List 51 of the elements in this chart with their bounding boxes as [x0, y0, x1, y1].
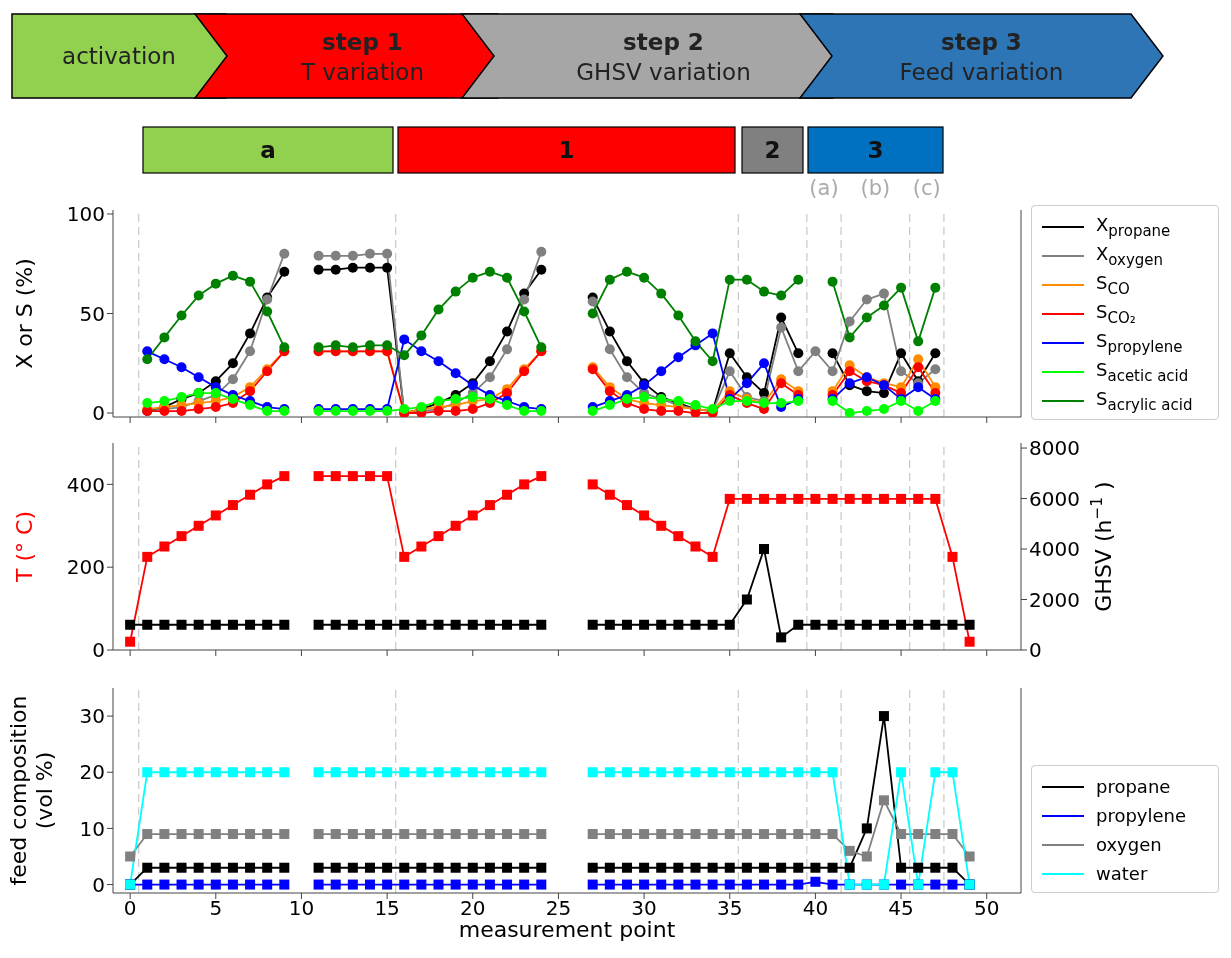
- text: a: [260, 137, 276, 163]
- text: 1: [558, 137, 575, 163]
- y-tick-label: 0: [92, 872, 105, 897]
- legend-label: X$_{oxygen}$: [1096, 242, 1164, 269]
- text: 3: [867, 137, 884, 163]
- y-axis-title: feed composition (vol %): [6, 695, 57, 886]
- legend-label: oxygen: [1096, 834, 1162, 855]
- y-tick-label: 0: [92, 401, 105, 426]
- text: (c): [911, 176, 942, 200]
- y2-tick-label: 2000: [1029, 587, 1080, 612]
- x-tick-label: 45: [888, 896, 914, 921]
- y-tick-label: 20: [79, 760, 105, 785]
- text: T variation: [299, 59, 425, 85]
- x-tick-label: 10: [288, 896, 315, 921]
- legend-label: X$_{propane}$: [1096, 213, 1171, 240]
- y2-tick-label: 6000: [1029, 486, 1080, 511]
- y-tick-label: 100: [66, 202, 105, 227]
- text: (b): [859, 176, 892, 200]
- y-axis-title: T (° C): [12, 511, 37, 583]
- legend-label: S$_{acetic acid}$: [1096, 358, 1189, 385]
- y2-tick-label: 0: [1029, 638, 1042, 663]
- legend-label: S$_{CO}$: [1096, 271, 1130, 298]
- y2-tick-label: 4000: [1029, 537, 1080, 562]
- x-tick-label: 35: [717, 896, 743, 921]
- text: step 1: [322, 29, 403, 55]
- text: step 3: [941, 29, 1022, 55]
- x-tick-label: 15: [374, 896, 400, 921]
- text: step 2: [623, 29, 704, 55]
- x-tick-label: 50: [974, 896, 1000, 921]
- y-tick-label: 50: [79, 301, 105, 326]
- x-tick-label: 5: [209, 896, 223, 921]
- y-tick-label: 10: [79, 816, 105, 841]
- y-tick-label: 200: [66, 555, 105, 580]
- text: GHSV variation: [576, 59, 751, 85]
- text: (a): [808, 176, 840, 200]
- legend-label: S$_{propylene}$: [1096, 329, 1183, 356]
- x-tick-label: 0: [123, 896, 137, 921]
- y-tick-label: 0: [92, 638, 105, 663]
- y-tick-label: 30: [79, 704, 105, 729]
- x-tick-label: 40: [802, 896, 829, 921]
- text: Feed variation: [899, 59, 1064, 85]
- legend-label: propane: [1096, 776, 1171, 797]
- legend-label: S$_{CO₂}$: [1096, 300, 1136, 327]
- y-tick-label: 400: [66, 472, 105, 497]
- legend-label: S$_{acrylic acid}$: [1096, 387, 1193, 414]
- legend-label: water: [1096, 863, 1148, 884]
- y-axis-title: X or S (%): [12, 258, 37, 369]
- text: activation: [62, 43, 176, 69]
- legend-label: propylene: [1096, 805, 1187, 826]
- y2-tick-label: 8000: [1029, 436, 1080, 461]
- text: 2: [764, 137, 781, 163]
